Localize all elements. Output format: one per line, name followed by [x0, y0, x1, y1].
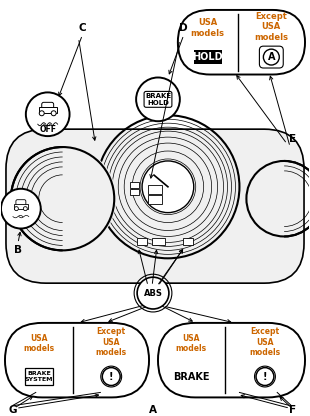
Wedge shape	[63, 145, 116, 253]
Text: A: A	[268, 52, 275, 62]
Text: USA
models: USA models	[176, 334, 207, 354]
FancyBboxPatch shape	[16, 200, 26, 206]
FancyBboxPatch shape	[178, 10, 305, 74]
Text: USA
models: USA models	[24, 334, 55, 354]
FancyBboxPatch shape	[42, 102, 54, 109]
FancyBboxPatch shape	[6, 129, 304, 283]
FancyBboxPatch shape	[158, 323, 305, 397]
Circle shape	[26, 92, 69, 136]
Circle shape	[1, 189, 41, 228]
Text: G: G	[9, 405, 17, 415]
FancyBboxPatch shape	[137, 238, 147, 245]
Text: OFF: OFF	[39, 125, 56, 134]
FancyBboxPatch shape	[144, 92, 172, 107]
FancyBboxPatch shape	[152, 238, 165, 245]
Circle shape	[256, 368, 274, 386]
Text: Except
USA
models: Except USA models	[254, 12, 288, 42]
Circle shape	[142, 161, 194, 213]
FancyBboxPatch shape	[183, 238, 193, 245]
Text: F: F	[289, 405, 296, 415]
Circle shape	[51, 111, 56, 116]
FancyBboxPatch shape	[130, 182, 139, 188]
Circle shape	[136, 77, 180, 121]
Text: B: B	[14, 245, 22, 255]
Text: D: D	[179, 23, 188, 33]
Text: E: E	[289, 134, 296, 144]
Circle shape	[23, 207, 27, 210]
Text: Except
USA
models: Except USA models	[249, 327, 281, 357]
Circle shape	[14, 207, 18, 210]
FancyBboxPatch shape	[39, 107, 57, 113]
Circle shape	[102, 368, 120, 386]
FancyBboxPatch shape	[194, 50, 222, 64]
Text: USA
models: USA models	[191, 18, 225, 38]
Text: C: C	[79, 23, 86, 33]
Circle shape	[39, 111, 44, 116]
Text: ABS: ABS	[144, 289, 162, 297]
Text: BRAKE
SYSTEM: BRAKE SYSTEM	[25, 371, 53, 382]
Text: !: !	[263, 371, 267, 381]
Text: A: A	[149, 405, 157, 415]
Circle shape	[264, 49, 279, 65]
FancyBboxPatch shape	[130, 189, 139, 195]
Text: Except
USA
models: Except USA models	[96, 327, 127, 357]
FancyBboxPatch shape	[259, 46, 283, 68]
FancyBboxPatch shape	[14, 204, 28, 209]
FancyBboxPatch shape	[148, 195, 162, 204]
Text: BRAKE
HOLD: BRAKE HOLD	[145, 93, 171, 106]
Circle shape	[137, 277, 169, 309]
Wedge shape	[244, 159, 284, 238]
Text: HOLD: HOLD	[193, 52, 223, 62]
Text: BRAKE: BRAKE	[173, 371, 210, 381]
Circle shape	[101, 366, 122, 387]
FancyBboxPatch shape	[148, 185, 162, 194]
Circle shape	[255, 366, 275, 387]
Text: !: !	[109, 371, 113, 381]
FancyBboxPatch shape	[25, 368, 53, 386]
FancyBboxPatch shape	[5, 323, 149, 397]
